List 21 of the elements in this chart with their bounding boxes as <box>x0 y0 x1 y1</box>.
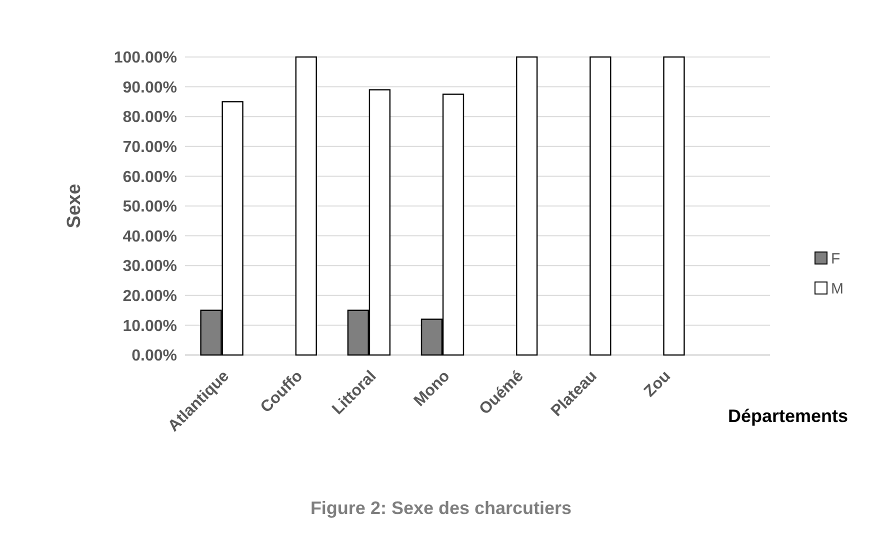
y-tick-label: 20.00% <box>122 288 177 305</box>
bar <box>663 56 685 356</box>
y-tick-label: 100.00% <box>114 50 177 67</box>
bar <box>516 56 538 356</box>
y-tick-label: 0.00% <box>132 348 177 365</box>
bar <box>590 56 612 356</box>
legend-label: M <box>831 280 844 298</box>
x-axis-title: Départements <box>728 406 848 426</box>
y-tick-label: 10.00% <box>122 318 177 335</box>
bar <box>295 56 317 356</box>
y-tick-label: 30.00% <box>122 258 177 276</box>
y-tick-label: 90.00% <box>122 79 177 96</box>
y-tick-label: 60.00% <box>122 168 177 186</box>
y-tick-label: 80.00% <box>122 109 177 126</box>
y-tick-label: 40.00% <box>122 228 177 246</box>
text: Figure 2: Sexe des charcutiers <box>310 498 572 518</box>
y-axis-title: Sexe <box>64 184 85 228</box>
x-tick-label: Zou <box>641 368 674 400</box>
y-tick-label: 70.00% <box>122 139 177 156</box>
y-tick-label: 50.00% <box>122 198 177 216</box>
legend-label: F <box>831 250 840 268</box>
